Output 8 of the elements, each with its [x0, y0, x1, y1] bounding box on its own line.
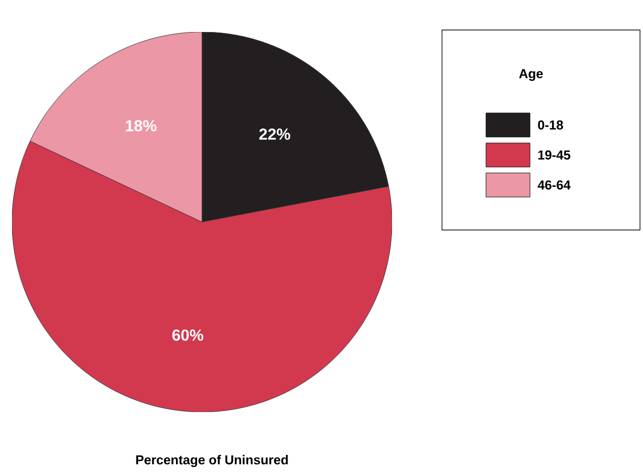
- legend-label: 0-18: [538, 120, 564, 130]
- data-label: 18%: [126, 120, 156, 132]
- data-label: 60%: [172, 329, 204, 341]
- legend-label: 19-45: [538, 150, 570, 160]
- legend-title: Age: [519, 69, 543, 81]
- legend-label: 46-64: [538, 180, 571, 190]
- text: Percentage of Uninsured: [136, 454, 288, 468]
- data-label: 22%: [259, 128, 290, 140]
